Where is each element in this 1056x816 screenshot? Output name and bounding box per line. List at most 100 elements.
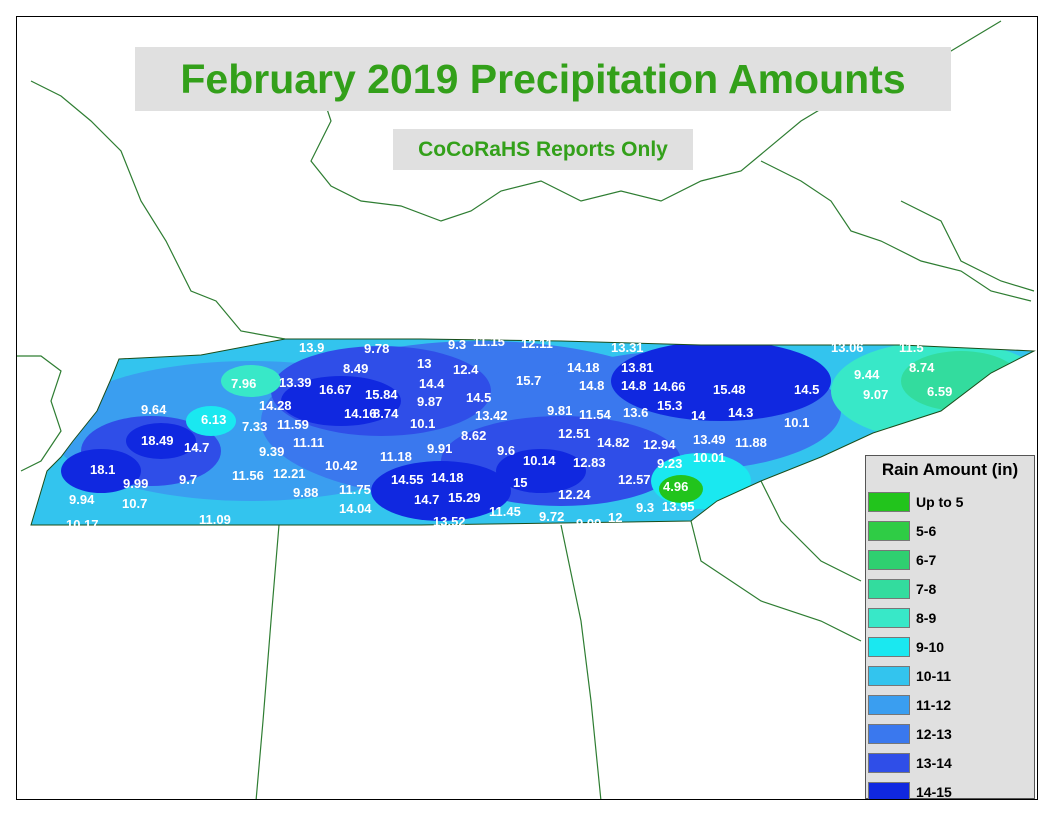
legend-swatch [868,521,910,541]
station-value-label: 9.99 [123,476,148,491]
legend-label: 14-15 [916,784,952,800]
station-value-label: 15.7 [516,373,541,388]
station-value-label: 16.67 [319,382,352,397]
station-value-label: 14.7 [414,492,439,507]
station-value-label: 9.81 [547,403,572,418]
legend-label: Up to 5 [916,494,964,510]
station-value-label: 11.18 [380,449,412,464]
legend-swatch [868,579,910,599]
legend: Rain Amount (in) Up to 5 5-6 6-7 7-8 8-9 9-10… [865,455,1035,799]
station-value-label: 6.59 [927,384,952,399]
station-value-label: 10.1 [784,415,809,430]
station-value-label: 13.31 [611,340,644,355]
station-value-label: 8.49 [343,361,368,376]
kentucky-east [760,160,1032,302]
legend-label: 11-12 [916,697,952,713]
station-value-label: 9.09 [576,516,601,531]
station-value-label: 15.84 [365,387,398,402]
station-value-label: 14.3 [728,405,753,420]
station-value-label: 9.44 [854,367,880,382]
station-value-label: 9.64 [141,402,167,417]
station-value-label: 14.82 [597,435,630,450]
legend-item: 12-13 [866,724,1034,746]
station-value-label: 14.04 [339,501,372,516]
legend-item: 6-7 [866,550,1034,572]
station-value-label: 9.3 [636,500,654,515]
legend-item: 13-14 [866,753,1034,775]
station-value-label: 14.16 [344,406,377,421]
station-value-label: 9.94 [69,492,95,507]
station-value-label: 14.5 [794,382,819,397]
station-value-label: 9.7 [179,472,197,487]
station-value-label: 13.42 [475,408,508,423]
station-value-label: 13.6 [623,405,648,420]
station-value-label: 15.29 [448,490,481,505]
station-value-label: 15.48 [713,382,746,397]
station-value-label: 4.96 [663,479,688,494]
station-value-label: 14.18 [431,470,464,485]
station-value-label: 11.15 [473,334,505,349]
station-value-label: 11.5 [899,340,924,355]
station-value-label: 18.1 [90,462,115,477]
station-value-label: 8.74 [909,360,935,375]
station-value-label: 9.78 [364,341,389,356]
carolina-line [760,480,862,582]
station-value-label: 10.17 [66,517,99,532]
legend-item: 8-9 [866,608,1034,630]
legend-item: 11-12 [866,695,1034,717]
station-value-label: 10.01 [693,450,726,465]
station-value-label: 9.3 [448,337,466,352]
station-value-label: 9.72 [539,509,564,524]
station-value-label: 13.52 [433,514,466,529]
station-value-label: 11.09 [199,512,231,527]
legend-swatch [868,492,910,512]
station-value-label: 11.45 [489,504,521,519]
station-value-label: 14.5 [466,390,491,405]
legend-label: 8-9 [916,610,937,626]
map-title: February 2019 Precipitation Amounts [180,55,906,102]
title-banner: February 2019 Precipitation Amounts [135,47,951,111]
station-value-label: 15 [513,475,527,490]
legend-label: 13-14 [916,755,952,771]
station-value-label: 9.23 [657,456,682,471]
station-value-label: 12.4 [453,362,479,377]
station-value-label: 11.11 [293,435,324,450]
station-value-label: 14.8 [621,378,646,393]
legend-label: 6-7 [916,552,937,568]
station-value-label: 10.1 [410,416,435,431]
station-value-label: 11.59 [277,417,309,432]
station-value-label: 14.7 [184,440,209,455]
station-value-label: 11.75 [339,482,371,497]
legend-swatch [868,666,910,686]
map-frame: 13.9 9.78 9.3 11.15 12.11 13.31 13.06 11.5 8.49 1… [16,16,1038,800]
station-value-label: 14.8 [579,378,604,393]
station-value-label: 13 [417,356,431,371]
legend-swatch [868,637,910,657]
station-value-label: 11.54 [579,407,612,422]
legend-item: 7-8 [866,579,1034,601]
legend-label: 9-10 [916,639,945,655]
station-value-label: 9.91 [427,441,452,456]
station-value-label: 14 [691,408,706,423]
legend-label: 10-11 [916,668,952,684]
subtitle-banner: CoCoRaHS Reports Only [393,129,693,170]
station-value-label: 14.18 [567,360,600,375]
legend-swatch [868,695,910,715]
legend-item: 10-11 [866,666,1034,688]
alabama-georgia-line [560,524,602,799]
legend-swatch [868,753,910,773]
station-value-label: 13.95 [662,499,695,514]
station-values: 13.9 9.78 9.3 11.15 12.11 13.31 13.06 11.5 8.49 1… [66,334,952,532]
station-value-label: 13.06 [831,340,864,355]
tennessee-outline [30,338,1036,526]
station-value-label: 12.24 [558,487,591,502]
legend-swatch [868,608,910,628]
station-value-label: 10.42 [325,458,358,473]
station-value-label: 9.87 [417,394,442,409]
legend-item: Up to 5 [866,492,1034,514]
station-value-label: 12 [608,510,622,525]
station-value-label: 14.28 [259,398,292,413]
station-value-label: 11.88 [735,435,767,450]
station-value-label: 9.6 [497,443,515,458]
station-value-label: 12.57 [618,472,651,487]
